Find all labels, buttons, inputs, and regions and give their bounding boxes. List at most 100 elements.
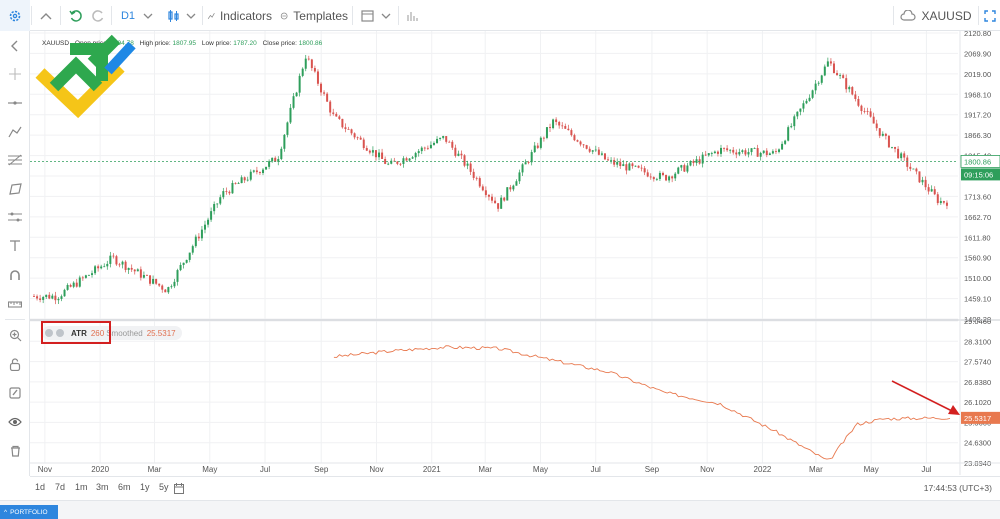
candle-body [906, 157, 909, 167]
candle-body [512, 185, 515, 190]
settings-button[interactable] [0, 0, 30, 31]
candle-body [530, 152, 533, 163]
candle-body [472, 171, 475, 178]
polygon-icon [9, 183, 22, 195]
chart-area[interactable]: Nov 2020 Mar May Jul Sep Nov 2021 Mar May Jul Sep No… [30, 31, 1000, 476]
time-tick-label: 2020 [91, 465, 109, 474]
zoom-in-tool[interactable] [0, 322, 30, 348]
symbol-selector[interactable]: XAUUSD [897, 0, 975, 31]
candle-body [411, 157, 414, 159]
candle-body [619, 162, 622, 167]
redo-button[interactable] [88, 0, 108, 31]
candle-body [503, 197, 506, 201]
candle-body [36, 296, 39, 299]
range-3m[interactable]: 3m [96, 482, 109, 492]
candle-body [897, 148, 900, 159]
fullscreen-button[interactable] [980, 0, 1000, 31]
price-tick-label: 2120.80 [964, 31, 991, 38]
range-6m[interactable]: 6m [118, 482, 131, 492]
candle-body [655, 178, 658, 180]
candle-body [109, 255, 112, 264]
candle-body [625, 164, 628, 171]
fibonacci-icon [8, 154, 22, 166]
text-tool[interactable] [0, 233, 30, 259]
crosshair-tool[interactable] [0, 61, 30, 87]
atr-pill[interactable]: ATR 260 Smoothed 25.5317 [42, 326, 182, 340]
candle-body [359, 137, 362, 140]
candle-body [338, 116, 341, 119]
shape-tool[interactable] [0, 176, 30, 202]
candle-body [756, 148, 759, 157]
candle-body [793, 116, 796, 127]
candle-body [491, 196, 493, 201]
candle-body [768, 153, 771, 155]
layout-button[interactable] [357, 0, 377, 31]
time-tick-label: 2021 [423, 465, 441, 474]
candle-body [274, 157, 277, 162]
candle-body [292, 96, 295, 108]
candle-body [170, 286, 173, 288]
lock-tool[interactable] [0, 351, 30, 377]
candle-body [927, 187, 930, 192]
visibility-tool[interactable] [0, 409, 30, 435]
magnet-tool[interactable] [0, 262, 30, 288]
legend-low-value: 1787.20 [233, 40, 257, 47]
measure-tool[interactable] [0, 204, 30, 230]
collapse-button[interactable] [33, 0, 59, 31]
range-1y[interactable]: 1y [140, 482, 150, 492]
candle-body [188, 252, 191, 260]
ruler-tool[interactable] [0, 290, 30, 316]
last-price-label: 1800.86 [964, 157, 991, 166]
trend-line-tool[interactable] [0, 119, 30, 145]
chart-canvas[interactable]: Nov 2020 Mar May Jul Sep Nov 2021 Mar May Jul Sep No… [30, 31, 1000, 476]
portfolio-tab[interactable]: ^ PORTFOLIO [0, 505, 58, 519]
candle-body [570, 130, 573, 136]
candle-body [942, 201, 945, 203]
candle-body [527, 162, 530, 163]
chart-type-button[interactable] [163, 0, 183, 31]
layout-icon [360, 9, 374, 22]
candle-body [200, 229, 203, 239]
candle-body [823, 66, 826, 76]
candle-body [249, 171, 252, 180]
indicators-button[interactable]: Indicators [207, 0, 272, 31]
edit-tool[interactable] [0, 380, 30, 406]
gear-icon[interactable] [56, 329, 64, 337]
candle-body [167, 287, 170, 293]
atr-tick-label: 26.1020 [964, 398, 991, 407]
candle-body [842, 75, 845, 79]
candle-body [579, 141, 582, 145]
fibonacci-tool[interactable] [0, 147, 30, 173]
candle-body [741, 150, 744, 152]
range-1d[interactable]: 1d [35, 482, 46, 492]
back-button[interactable] [0, 33, 30, 59]
chart-type-dropdown[interactable] [184, 0, 198, 31]
candle-body [912, 168, 915, 170]
interval-dropdown[interactable] [141, 0, 155, 31]
candle-body [94, 266, 97, 274]
atr-last-label: 25.5317 [964, 414, 991, 423]
layout-dropdown[interactable] [379, 0, 393, 31]
candle-body [390, 160, 393, 164]
interval-selector[interactable]: D1 [120, 9, 136, 22]
range-5y[interactable]: 5y [159, 482, 169, 492]
candle-body [368, 150, 371, 153]
delete-tool[interactable] [0, 438, 30, 464]
templates-button[interactable]: Templates [280, 0, 348, 31]
candle-body [60, 296, 63, 299]
candle-body [182, 262, 185, 265]
calendar-icon[interactable] [174, 483, 184, 494]
candle-body [894, 146, 897, 149]
atr-tick-label: 24.6300 [964, 439, 991, 448]
chevron-left-icon [11, 40, 18, 52]
volume-button[interactable] [402, 0, 422, 31]
range-1m[interactable]: 1m [75, 482, 88, 492]
close-icon[interactable] [45, 329, 53, 337]
magnet-icon [10, 270, 20, 280]
atr-legend[interactable]: ATR 260 Smoothed 25.5317 [42, 323, 182, 343]
range-7d[interactable]: 7d [55, 482, 66, 492]
candle-body [127, 267, 130, 270]
horizontal-line-tool[interactable] [0, 90, 30, 116]
undo-button[interactable] [66, 0, 86, 31]
templates-icon [280, 12, 288, 19]
